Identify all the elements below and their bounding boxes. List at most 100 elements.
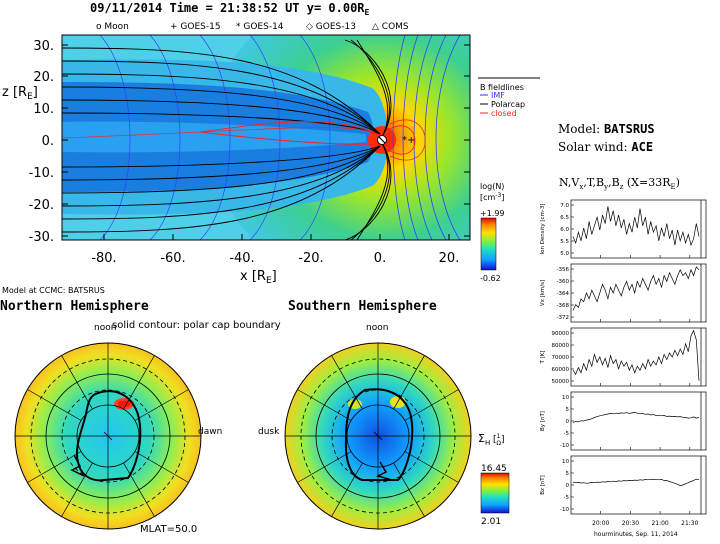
timeseries-line-t	[572, 329, 700, 381]
model-info: Model: BATSRUS Solar wind: ACE N,Vx,T,By…	[558, 122, 680, 191]
south-grid	[284, 342, 472, 530]
solar-wind-line: Solar wind: ACE	[558, 140, 653, 154]
timeseries-tick-label: -356	[557, 267, 570, 273]
mlat-label: MLAT=50.0	[140, 524, 197, 535]
timeseries-tick-label: -368	[557, 303, 570, 309]
timeseries-ylabel: By [nT]	[540, 411, 546, 431]
timeseries-tick-label: -5	[564, 495, 570, 501]
south-title: Southern Hemisphere	[288, 299, 437, 314]
timeseries-tick-label: 7.0	[560, 203, 569, 209]
north-polar-cap-boundary	[76, 390, 142, 482]
south-polar-cap-boundary	[344, 388, 414, 481]
timeseries-footer: hourminutes, Sep. 11, 2014	[594, 531, 678, 538]
timeseries-tick-label: 50000	[552, 379, 570, 385]
goes-14-marker-icon: *+	[402, 135, 415, 146]
x-tick-label: 20.	[439, 251, 460, 266]
timeseries-tick-label: 5.5	[560, 239, 569, 245]
timeseries-frame	[570, 327, 707, 387]
north-noon-label: noon	[94, 323, 116, 333]
north-title: Northern Hemisphere	[0, 299, 149, 314]
fieldline-legend-polarcap: Polarcap	[491, 100, 525, 109]
plot-frame	[61, 34, 471, 241]
earth-icon-mark	[378, 136, 386, 144]
legend-item-moon: o Moon	[96, 22, 129, 32]
z-tick-label: 0.	[42, 134, 54, 149]
sigma-bar-unit: [1 Ω]	[493, 433, 504, 447]
timeseries-tick-label: 5	[566, 407, 570, 413]
z-tick-label: 30.	[33, 39, 54, 54]
timeseries-panel: 7.0 6.5 6.0 5.5 5.0 Ion Density [cm-3]	[540, 199, 707, 259]
model-line: Model: BATSRUS	[558, 122, 655, 136]
legend-symbol-icon: ◇	[306, 22, 316, 32]
x-tick-label: -20.	[298, 251, 323, 266]
params-line: N,Vx,T,By,Bz (X=33RE)	[559, 176, 680, 191]
meridional-plot: *+ 30.20.10.0.-10.-20.-30. -80. -60. -40. -…	[2, 34, 471, 286]
timeseries-ylabel: Vx [km/s]	[540, 280, 546, 306]
fieldline-legend-title: B fieldlines	[480, 83, 524, 92]
timeseries-ylabel: Ion Density [cm-3]	[540, 203, 546, 254]
timeseries-tick-label: 90000	[552, 331, 570, 337]
south-dial: noon dusk	[258, 323, 472, 530]
timeseries-tick-label: 6.0	[560, 227, 569, 233]
timeseries-tick-label: -10	[560, 507, 569, 513]
z-tick-label: -30.	[29, 230, 54, 245]
timeseries-line-bz	[572, 478, 700, 486]
timeseries-frame	[570, 199, 707, 259]
timeseries-time-label: 21:30	[681, 520, 698, 527]
sigma-colorbar: ΣH [1 Ω] 16.45 2.01	[478, 432, 510, 527]
timeseries-ylabel: T [K]	[540, 350, 546, 364]
timeseries-tick-label: 10	[562, 395, 569, 401]
timeseries-panel: 10 5 0 -5 -10 By [nT]	[540, 391, 707, 451]
timeseries-tick-label: 80000	[552, 343, 570, 349]
timeseries-tick-label: 0	[566, 419, 570, 425]
z-tick-label: -20.	[29, 198, 54, 213]
timeseries-line-by	[572, 411, 700, 423]
sigma-bar-label: ΣH	[478, 432, 490, 447]
dusk-label: dusk	[258, 427, 280, 437]
timeseries-tick-label: -5	[564, 431, 570, 437]
legend-item-coms: △ COMS	[372, 22, 409, 32]
density-colorbar: log(N) [cm-3] +1.99 -0.62	[480, 182, 505, 283]
timeseries-frame	[570, 455, 707, 515]
north-dial: noon dawn MLAT=50.0	[14, 323, 222, 535]
timeseries-tick-label: 0	[566, 483, 570, 489]
density-bar-gradient	[480, 217, 497, 271]
timeseries-tick-label: 60000	[552, 367, 570, 373]
legend-symbol-icon: △	[372, 22, 382, 32]
south-noon-label: noon	[366, 323, 388, 333]
density-bar-max: +1.99	[480, 209, 505, 218]
timeseries-time-label: 20:00	[592, 520, 609, 527]
sigma-bar-max: 16.45	[481, 464, 507, 474]
x-tick-label: 0.	[374, 251, 386, 266]
fieldline-legend-closed: closed	[491, 109, 517, 118]
timeseries-line-ion-density	[572, 206, 700, 247]
timeseries-time-label: 20:30	[622, 520, 639, 527]
timeseries-time-label: 21:00	[651, 520, 668, 527]
dawn-label: dawn	[198, 427, 222, 437]
field-lines	[62, 35, 461, 240]
timeseries-ylabel: Bz [nT]	[540, 475, 546, 495]
legend-item-goes-15: + GOES-15	[170, 22, 221, 32]
x-tick-label: -80.	[91, 251, 116, 266]
density-bar-unit: [cm-3]	[480, 192, 504, 202]
plasma-sheet	[62, 121, 366, 153]
legend-item-goes-13: ◇ GOES-13	[306, 22, 356, 32]
legend-symbol-icon: +	[170, 22, 180, 32]
x-tick-label: -60.	[160, 251, 185, 266]
timeseries-tick-label: -360	[557, 279, 570, 285]
hemisphere-captions: Model at CCMC: BATSRUS Northern Hemisphe…	[0, 286, 437, 331]
header: 09/11/2014 Time = 21:38:52 UT y= 0.00RE …	[90, 1, 409, 32]
timeseries-tick-label: 10	[562, 459, 569, 465]
timeseries-tick-label: 6.5	[560, 215, 569, 221]
z-tick-label: -10.	[29, 166, 54, 181]
x-axis-label: x [RE]	[240, 269, 277, 286]
z-tick-label: 20.	[33, 70, 54, 85]
legend-item-goes-14: * GOES-14	[236, 22, 284, 32]
timeseries-tick-label: 5	[566, 471, 570, 477]
timeseries-panel: 90000 80000 70000 60000 50000 T [K]	[540, 327, 707, 387]
density-bar-min: -0.62	[480, 274, 501, 283]
timeseries-frame	[570, 391, 707, 451]
timeseries-tick-label: -10	[560, 443, 569, 449]
x-tick-label: -40.	[229, 251, 254, 266]
